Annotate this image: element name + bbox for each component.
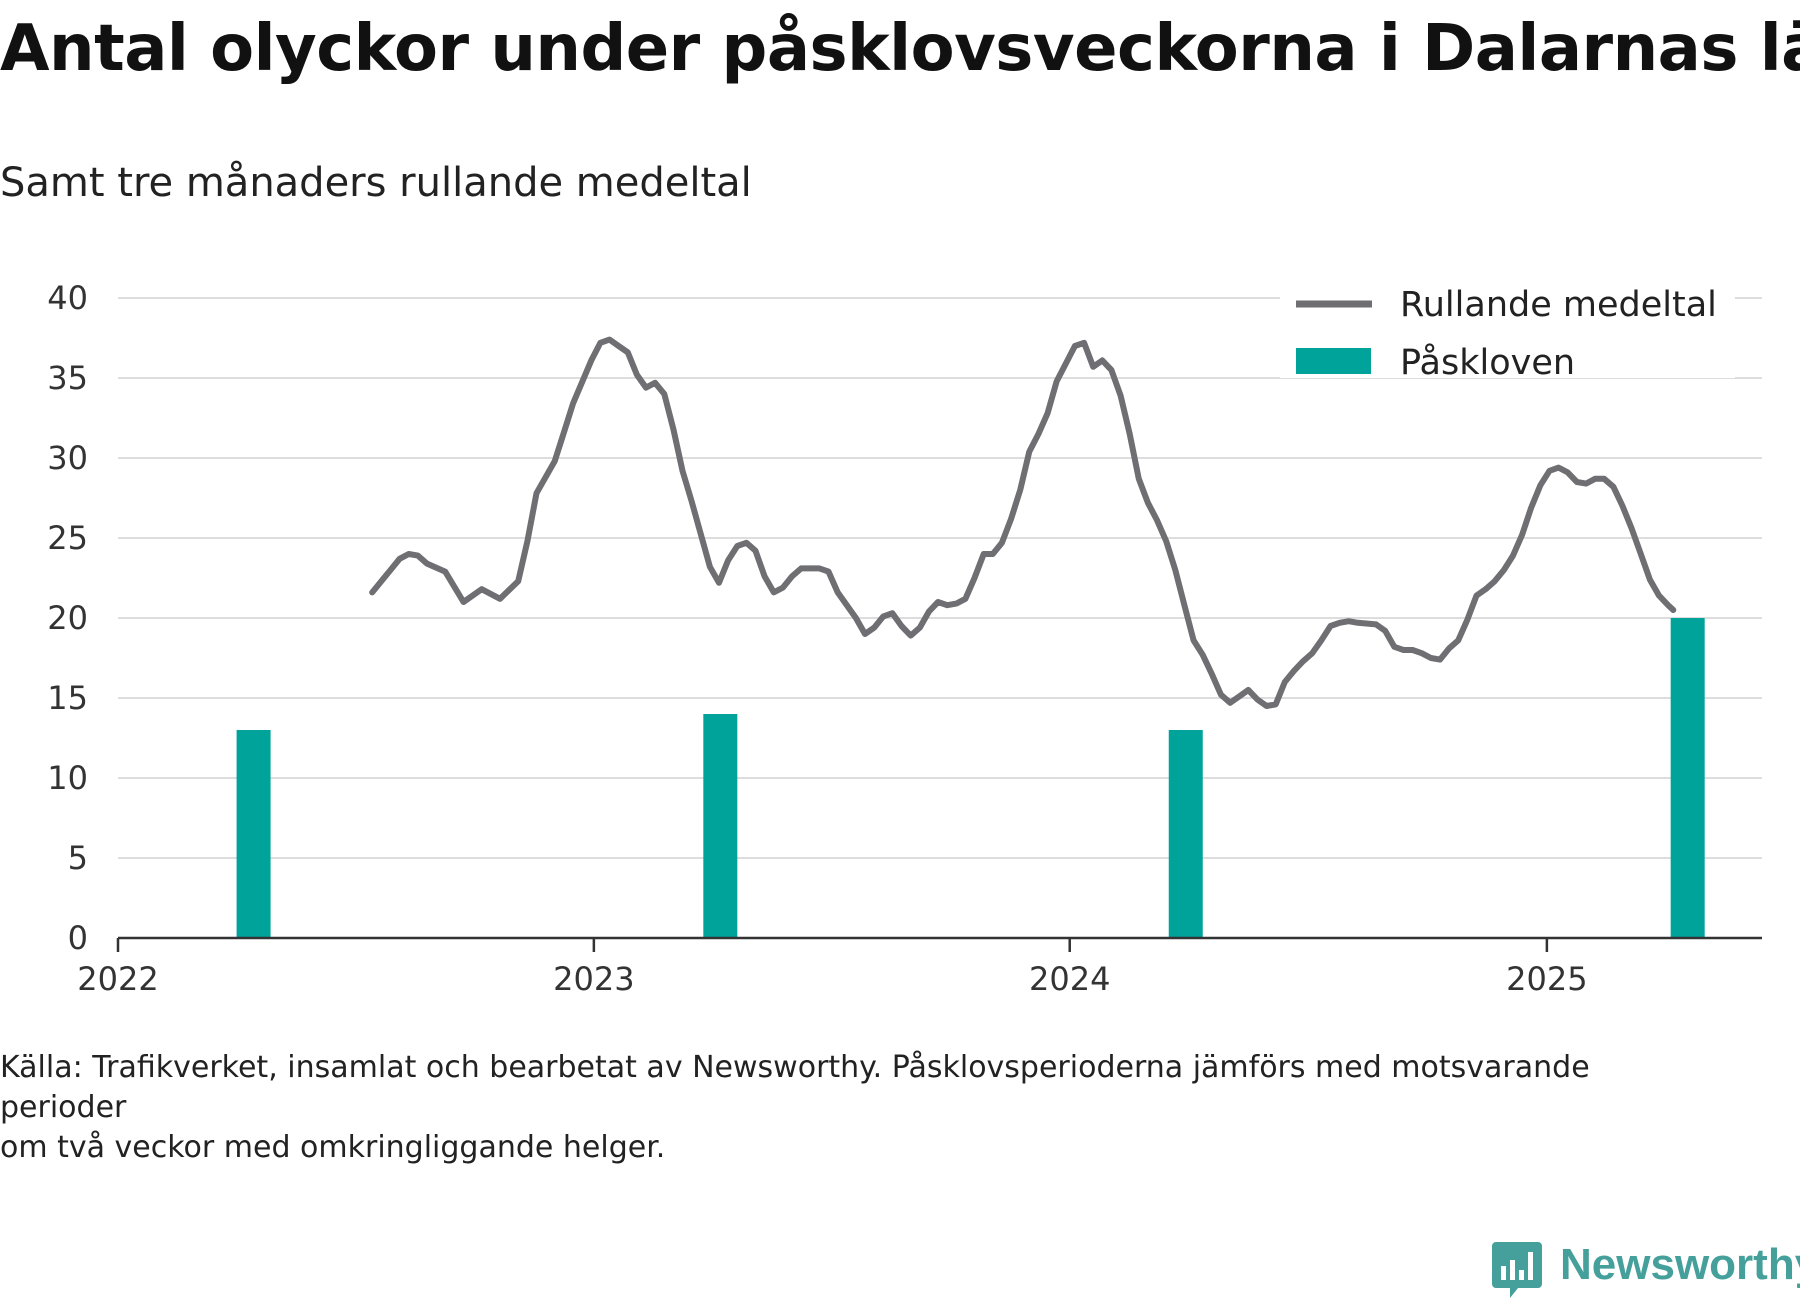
x-tick-label: 2024	[1029, 960, 1110, 998]
rolling-average-line	[369, 336, 1677, 709]
bar-chart-speech-bubble-icon	[1492, 1242, 1542, 1298]
legend: Rullande medeltal Påskloven	[1280, 278, 1735, 383]
legend-label-bars: Påskloven	[1400, 342, 1575, 383]
y-tick-label: 20	[47, 599, 88, 637]
chart-title: Antal olyckor under påsklovsveckorna i D…	[0, 12, 1800, 86]
bar	[1168, 730, 1203, 938]
y-tick-label: 0	[68, 919, 88, 957]
bar-series	[236, 618, 1705, 938]
bar	[703, 714, 738, 938]
source-note: Källa: Trafikverket, insamlat och bearbe…	[0, 1048, 1720, 1168]
y-tick-label: 25	[47, 519, 88, 557]
x-tick-label: 2023	[553, 960, 634, 998]
x-tick-label: 2022	[77, 960, 158, 998]
y-tick-label: 40	[47, 279, 88, 317]
source-line: Källa: Trafikverket, insamlat och bearbe…	[0, 1050, 1590, 1125]
line-series	[369, 336, 1677, 709]
bar	[1670, 618, 1705, 938]
chart-subtitle: Samt tre månaders rullande medeltal	[0, 160, 752, 206]
y-tick-label: 35	[47, 359, 88, 397]
legend-bar-swatch	[1296, 348, 1371, 374]
legend-label-line: Rullande medeltal	[1400, 285, 1717, 325]
y-tick-label: 10	[47, 759, 88, 797]
y-tick-label: 15	[47, 679, 88, 717]
bar	[236, 730, 271, 938]
y-tick-label: 5	[68, 839, 88, 877]
x-tick-label: 2025	[1506, 960, 1587, 998]
source-line: om två veckor med omkringliggande helger…	[0, 1130, 666, 1165]
logo-text: Newsworthy	[1560, 1240, 1800, 1289]
y-tick-label: 30	[47, 439, 88, 477]
